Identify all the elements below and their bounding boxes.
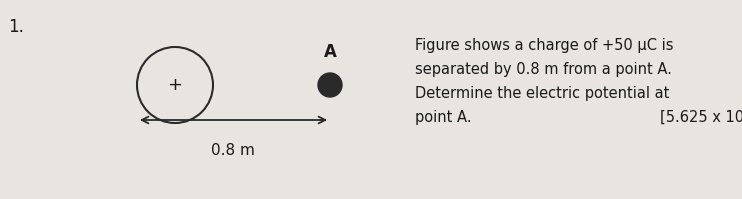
Text: point A.: point A. [415, 110, 471, 125]
Text: Figure shows a charge of +50 μC is: Figure shows a charge of +50 μC is [415, 38, 674, 53]
Text: 1.: 1. [8, 18, 24, 36]
Text: separated by 0.8 m from a point A.: separated by 0.8 m from a point A. [415, 62, 672, 77]
Text: A: A [324, 43, 336, 61]
Text: +: + [168, 76, 183, 94]
Ellipse shape [318, 73, 342, 97]
Text: [5.625 x 10⁵ V]: [5.625 x 10⁵ V] [660, 110, 742, 125]
Text: Determine the electric potential at: Determine the electric potential at [415, 86, 669, 101]
Text: 0.8 m: 0.8 m [211, 143, 255, 158]
